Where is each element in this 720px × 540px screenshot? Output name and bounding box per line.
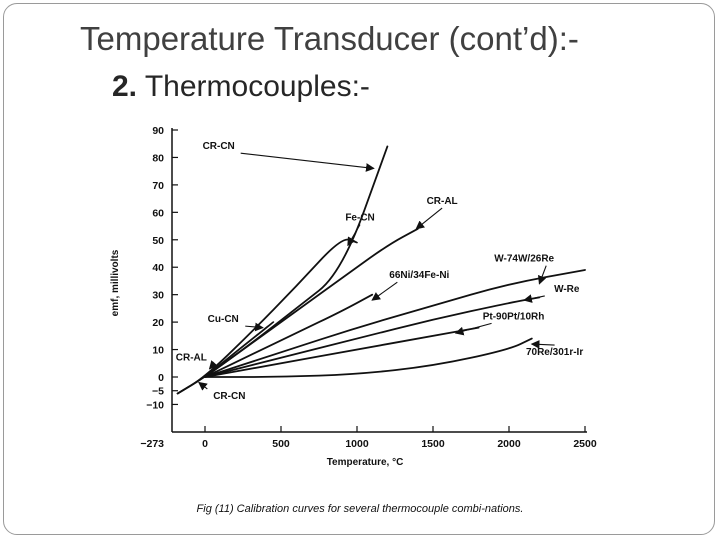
series-4-arrow [538,265,547,285]
y-tick-label: −5 [152,386,164,398]
series-5-label: W-Re [554,284,580,295]
series-line-4 [204,269,586,378]
series-6-arrow [454,322,492,336]
y-tick-label: 80 [152,152,164,164]
series-line-6 [204,326,480,378]
y-tick-label: 60 [152,207,164,219]
x-axis-label: Temperature, °C [327,457,404,468]
y-tick-label: 40 [152,262,164,274]
x-tick-label: 2500 [573,438,597,450]
y-tick-label: 10 [152,345,164,357]
y-tick-label: 50 [152,235,164,247]
slide-title: Temperature Transducer (cont’d):- [80,20,579,57]
x-tick-label: 0 [202,438,208,450]
series-line-2 [204,227,419,378]
extra-0-arrow [208,360,218,370]
series-4-label: W-74W/26Re [494,254,554,265]
x-tick-label: 500 [272,438,290,450]
series-8-label: Cu-CN [208,314,239,325]
series-1-label: Fe-CN [345,213,374,224]
series-5-arrow [523,294,545,303]
extra-1-label: CR-CN [213,391,245,402]
x-tick-label: 1000 [345,438,369,450]
y-tick-label: 70 [152,180,164,192]
y-tick-label: 90 [152,125,164,137]
series-2-arrow [415,207,443,230]
slide-frame [3,3,715,535]
series-1-arrow [347,224,361,247]
y-tick-label: 30 [152,290,164,302]
series-7-arrow [530,340,555,349]
x-tick-label: −273 [140,438,164,450]
series-3-arrow [371,281,398,301]
series-0-label: CR-CN [203,141,235,152]
series-6-label: Pt-90Pt/10Rh [483,311,545,322]
subtitle-text: Thermocouples:- [144,70,370,103]
y-axis-label: emf, millivolts [110,249,121,316]
x-tick-label: 2000 [497,438,521,450]
subtitle-number: 2. [112,70,138,103]
slide-subtitle: 2. Thermocouples:- [112,70,370,104]
y-tick-label: 20 [152,317,164,329]
series-line-3 [204,293,374,378]
series-line-0 [176,145,389,395]
extra-1-arrow [198,381,208,391]
series-7-label: 70Re/301r-Ir [526,347,583,358]
extra-0-label: CR-AL [176,353,207,364]
x-tick-label: 1500 [421,438,445,450]
series-3-label: 66Ni/34Fe-Ni [389,270,449,281]
y-tick-label: 0 [158,372,164,384]
series-2-label: CR-AL [427,196,458,207]
series-8-arrow [245,322,264,332]
series-line-7 [204,337,533,378]
y-tick-label: −10 [146,399,164,411]
figure-caption: Fig (11) Calibration curves for several … [196,503,524,515]
series-0-arrow [240,152,375,172]
